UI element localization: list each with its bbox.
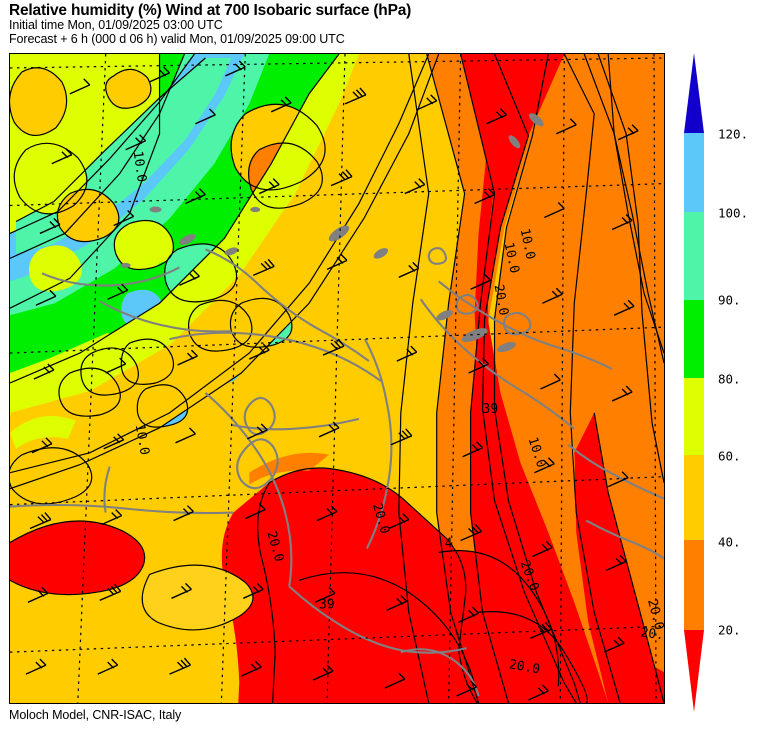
- colorbar-tick-60: 60.: [718, 448, 741, 464]
- colorbar-band-60-80: [684, 378, 704, 455]
- colorbar-band-40-60: [684, 455, 704, 540]
- relative-humidity-field: 10.0 10.0 20.0 10.0 20.0 20.0 20.0 20.0 …: [10, 54, 664, 703]
- colorbar-tick-120: 120.: [718, 126, 749, 142]
- colorbar[interactable]: [684, 53, 704, 712]
- colorbar-under-arrow: [684, 630, 704, 712]
- colorbar-tick-90: 90.: [718, 292, 741, 308]
- colorbar-band-90-100: [684, 212, 704, 300]
- contour-label: 20.0: [508, 657, 541, 677]
- colorbar-band-80-90: [684, 300, 704, 378]
- colorbar-tick-labels: 120. 100. 90. 80. 60. 40. 20.: [718, 53, 760, 712]
- colorbar-tick-100: 100.: [718, 205, 749, 221]
- contour-label: 4: [445, 536, 453, 551]
- colorbar-over-arrow: [684, 53, 704, 133]
- colorbar-tick-40: 40.: [718, 534, 741, 550]
- colorbar-band-20-40: [684, 540, 704, 630]
- forecast-valid-label: Forecast + 6 h (000 d 06 h) valid Mon, 0…: [9, 31, 345, 46]
- chart-header: Relative humidity (%) Wind at 700 Isobar…: [9, 2, 649, 46]
- initial-time-label: Initial time Mon, 01/09/2025 03:00 UTC: [9, 18, 223, 32]
- contour-label: 10.0: [132, 423, 152, 456]
- colorbar-tick-80: 80.: [718, 371, 741, 387]
- colorbar-band-100-120: [684, 133, 704, 212]
- colorbar-gradient: [684, 53, 704, 712]
- contour-label: 20.0: [491, 283, 511, 316]
- contour-label: 20.: [640, 625, 664, 643]
- contour-label: 10.0: [501, 241, 522, 275]
- contour-label: 10.0: [517, 227, 538, 261]
- contour-label: 39: [483, 402, 499, 417]
- model-credit: Moloch Model, CNR-ISAC, Italy: [9, 708, 182, 722]
- page-title: Relative humidity (%) Wind at 700 Isobar…: [9, 2, 412, 19]
- contour-label: 10.0: [130, 150, 149, 183]
- contour-label: 39: [319, 597, 335, 612]
- colorbar-tick-20: 20.: [718, 622, 741, 638]
- forecast-map[interactable]: 10.0 10.0 20.0 10.0 20.0 20.0 20.0 20.0 …: [9, 53, 665, 704]
